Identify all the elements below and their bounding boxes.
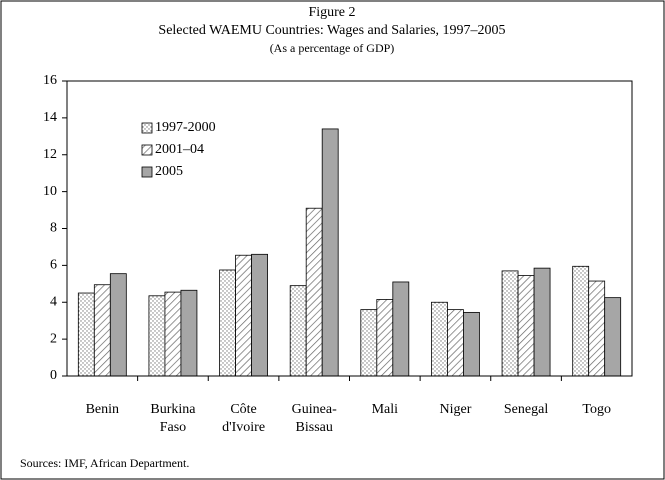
bar [376,299,394,377]
legend-label: 2001–04 [155,142,204,157]
bar [77,292,95,377]
bar [305,207,323,377]
y-tick-label: 14 [43,110,57,125]
bar [289,285,307,377]
source: Sources: IMF, African Department. [20,456,189,470]
bar [251,253,268,377]
bar [392,281,410,377]
legend-swatch [141,166,153,178]
bar [321,128,339,377]
bar [463,311,480,377]
chart-note: (As a percentage of GDP) [270,41,395,55]
legend-label: 2005 [155,164,183,179]
chart-subtitle: Selected WAEMU Countries: Wages and Sala… [158,23,505,38]
y-tick-label: 0 [50,368,57,383]
y-tick-label: 16 [43,73,57,88]
x-tick-label: Togo [582,402,611,417]
y-tick-label: 2 [50,331,57,346]
legend-swatch [141,144,153,156]
bar [588,280,606,377]
x-tick-label: Benin [86,402,119,417]
y-tick-label: 8 [50,221,57,236]
x-tick-label: Guinea-Bissau [292,402,337,435]
y-tick-label: 6 [50,258,57,273]
legend-label: 1997-2000 [155,120,216,135]
bar [109,273,127,377]
bar [235,254,252,377]
bar [533,267,551,377]
y-tick-label: 12 [43,147,57,162]
x-tick-label: Burkina Faso [150,402,196,435]
y-tick-label: 10 [43,184,57,199]
x-tick-label: Mali [372,402,399,417]
x-tick-label: Niger [439,402,471,417]
plot-border [66,80,633,377]
bar [180,289,198,377]
bar [604,297,622,377]
y-tick-label: 4 [50,294,57,309]
bar [164,291,182,377]
x-tick-label: Senegal [504,402,548,417]
chart-title: Figure 2 [308,5,355,20]
bar [360,309,378,377]
legend-swatch [141,122,153,134]
bar [517,275,535,377]
bar [447,309,464,377]
bar [431,301,448,377]
bar [572,265,590,377]
x-tick-label: Côte d'Ivoire [222,402,265,435]
bar [93,284,111,377]
bar [219,269,236,377]
bar [501,270,519,377]
bar [148,295,166,377]
